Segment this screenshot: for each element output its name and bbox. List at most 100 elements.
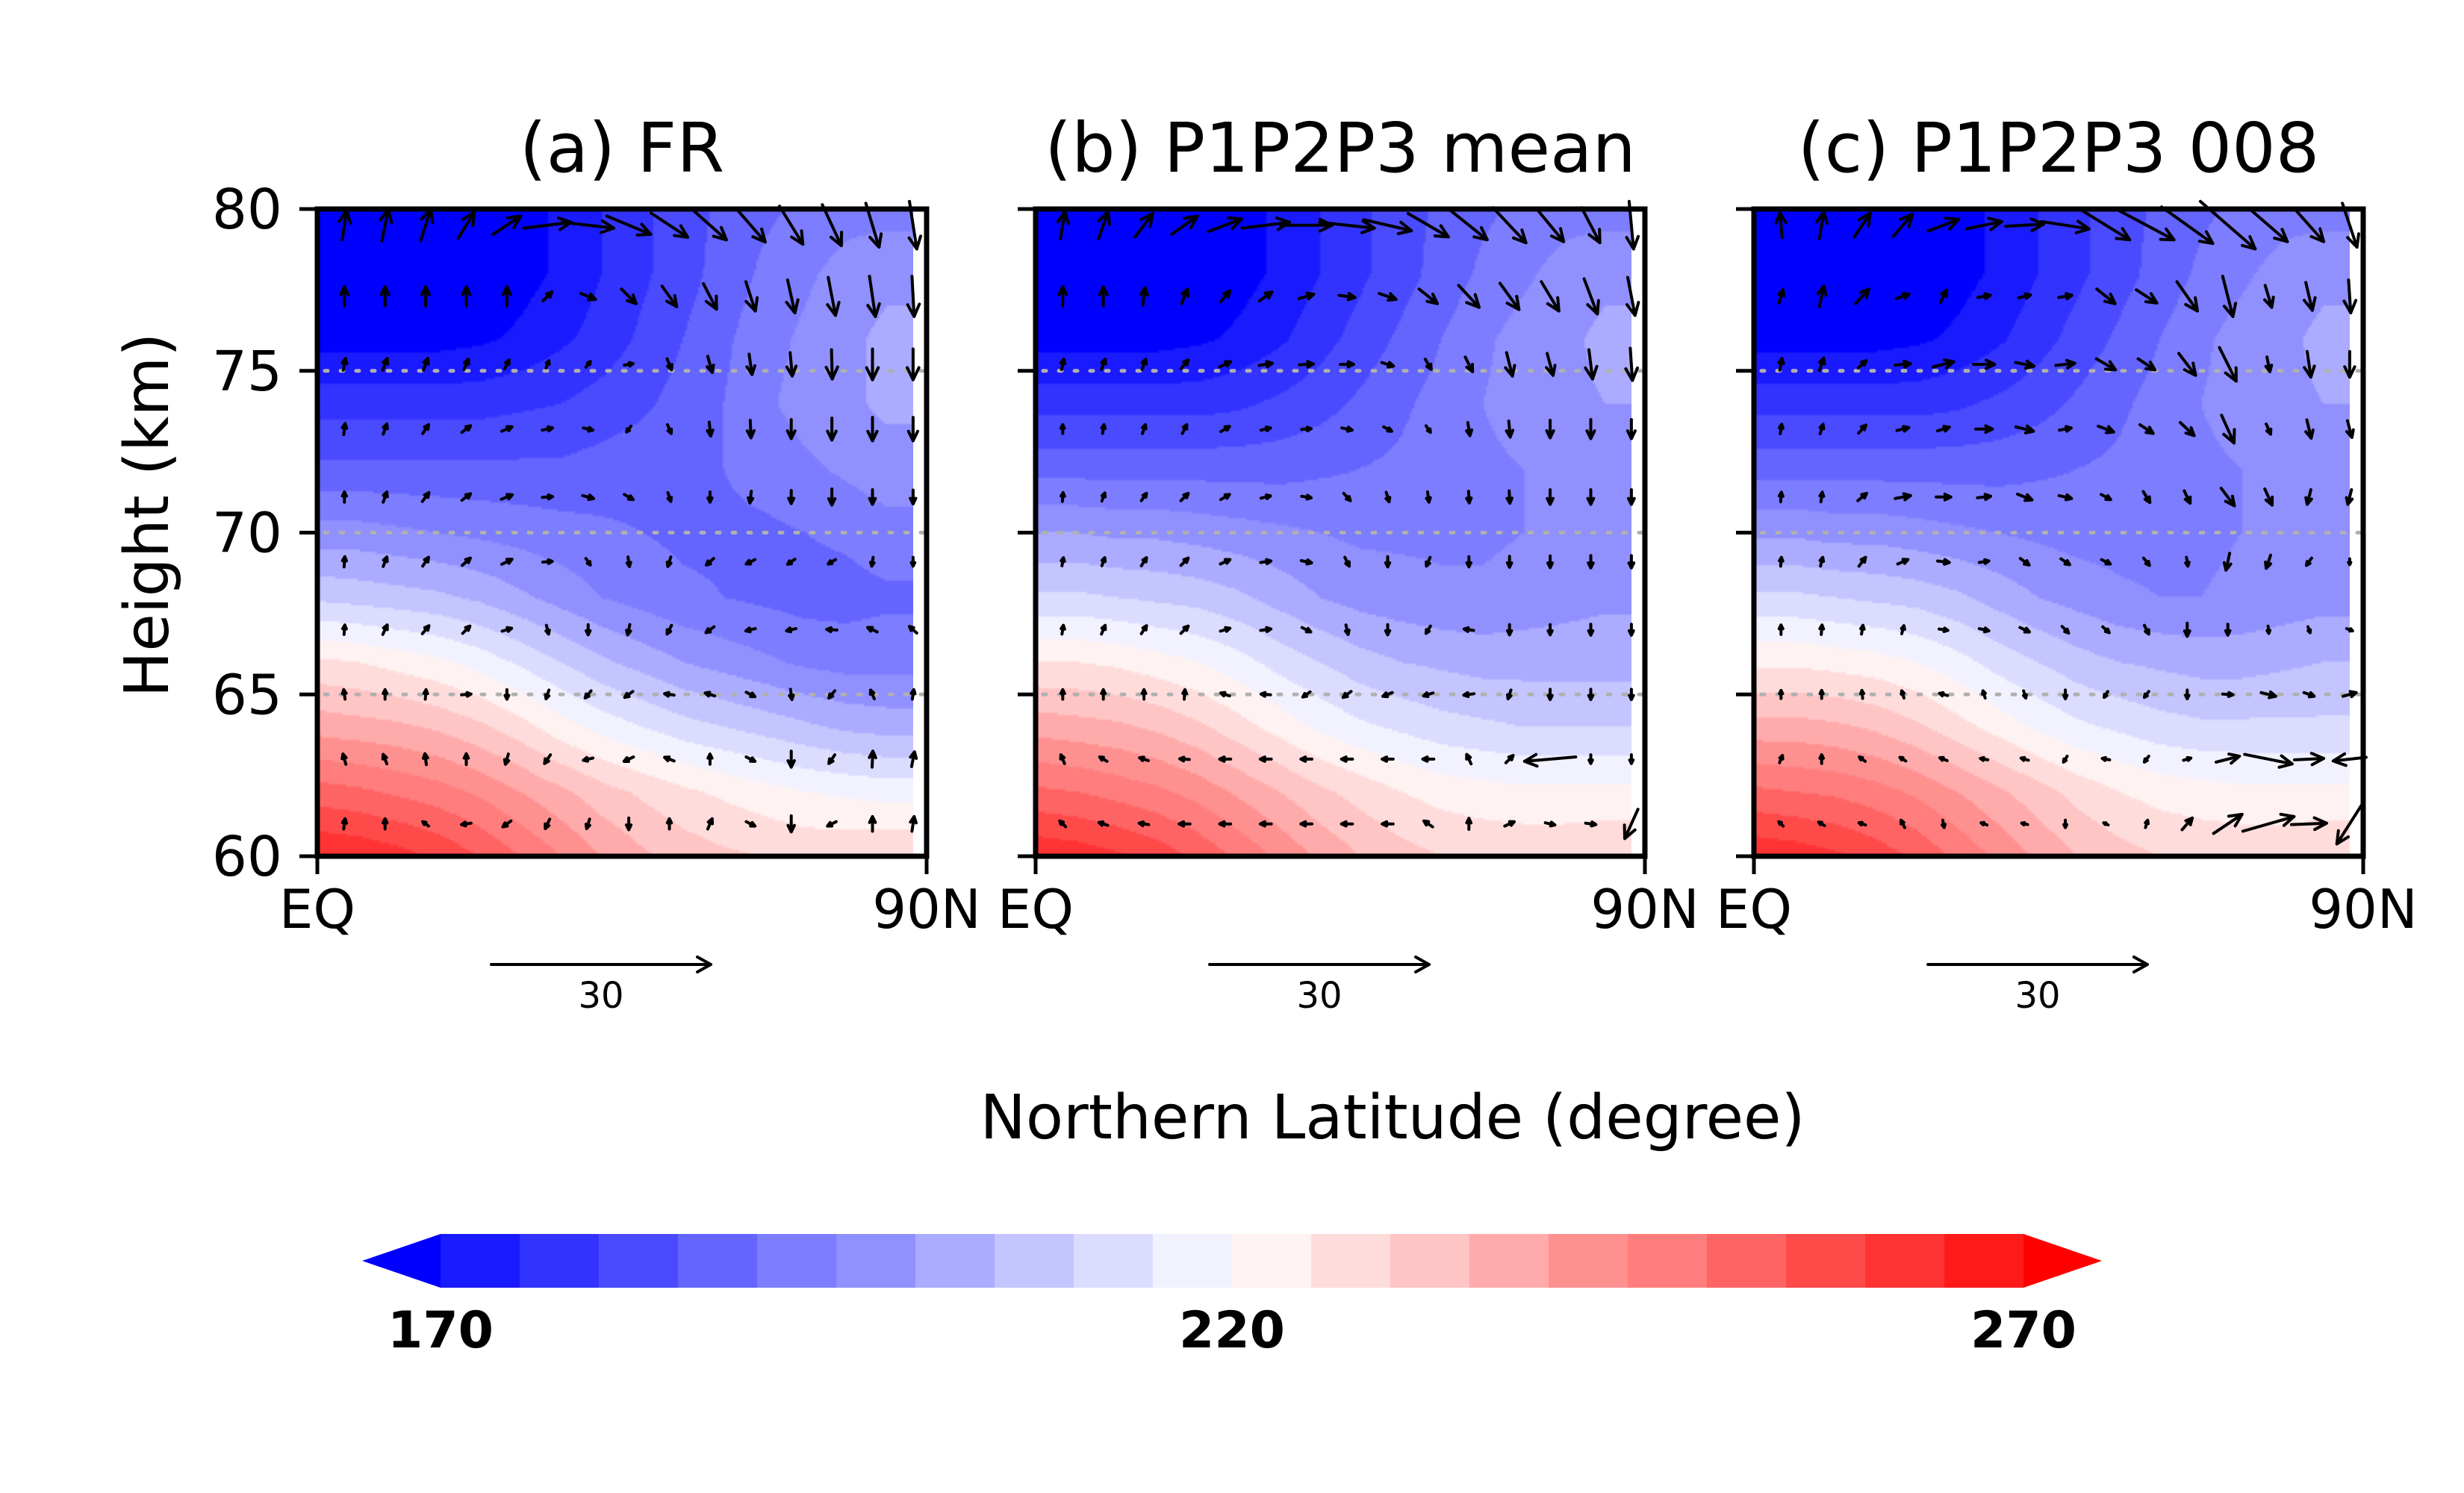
colorbar-bin — [520, 1234, 600, 1288]
wind-vector — [706, 817, 715, 831]
wind-vector — [340, 490, 348, 504]
wind-vector — [501, 285, 512, 308]
wind-vector — [1628, 688, 1635, 702]
wind-vector — [1857, 423, 1867, 435]
wind-vector — [2221, 691, 2235, 698]
wind-vector — [1979, 755, 1990, 762]
colorbar-tick-label: 270 — [1970, 1301, 2076, 1360]
wind-vector — [1584, 348, 1599, 381]
wind-vector — [1139, 491, 1148, 502]
wind-vector — [1941, 818, 1947, 829]
wind-vector — [1854, 287, 1870, 305]
wind-vector — [1060, 623, 1066, 636]
wind-vector — [420, 285, 432, 308]
wind-vector — [500, 558, 514, 566]
wind-vector — [1406, 212, 1450, 239]
wind-vector — [1859, 623, 1866, 636]
wind-vector — [1059, 358, 1067, 371]
colorbar-bin — [441, 1234, 520, 1288]
wind-vector — [1141, 423, 1148, 435]
y-tick-label: 65 — [212, 663, 282, 727]
wind-vector — [339, 285, 350, 308]
wind-vector — [584, 360, 592, 369]
wind-vector — [1258, 755, 1273, 763]
wind-vector — [462, 358, 470, 371]
wind-vector — [1179, 358, 1190, 370]
y-tick-label: 60 — [212, 825, 282, 889]
wind-vector — [1891, 213, 1914, 238]
wind-vector — [2259, 690, 2277, 699]
wind-vector — [1422, 819, 1434, 829]
wind-vector — [584, 557, 592, 567]
y-axis-label: Height (km) — [112, 333, 183, 697]
wind-vector — [1587, 623, 1595, 637]
x-tick-label: EQ — [1716, 878, 1792, 941]
wind-vector — [340, 752, 348, 766]
wind-vector — [2058, 425, 2073, 433]
wind-vector — [2015, 492, 2034, 502]
wind-vector — [1341, 690, 1353, 699]
wind-vector — [1259, 493, 1272, 500]
wind-vector — [1380, 361, 1396, 369]
wind-vector — [1491, 206, 1528, 245]
wind-vector — [1297, 291, 1316, 301]
wind-vector — [584, 817, 591, 830]
wind-vector — [1777, 820, 1785, 828]
colorbar-under-triangle — [362, 1234, 441, 1288]
wind-vector — [826, 417, 838, 442]
wind-vector — [625, 555, 632, 568]
colorbar-bin — [1074, 1234, 1154, 1288]
wind-vector — [1858, 755, 1867, 763]
wind-vector — [583, 689, 593, 700]
wind-vector — [744, 626, 757, 634]
wind-vector — [1816, 284, 1828, 308]
wind-vector — [2222, 552, 2233, 572]
wind-vector — [747, 490, 755, 505]
wind-vector — [2180, 816, 2194, 832]
wind-vector — [706, 355, 715, 374]
wind-vector — [704, 625, 716, 635]
wind-vector — [1219, 493, 1231, 502]
wind-vector — [827, 753, 836, 765]
colorbar-tick-label: 220 — [1179, 1301, 1285, 1360]
wind-vector — [1506, 688, 1513, 701]
wind-vector — [824, 348, 839, 381]
wind-vector — [2062, 818, 2068, 829]
wind-vector — [1587, 688, 1595, 702]
wind-vector — [2142, 623, 2150, 636]
wind-vector — [1935, 493, 1953, 502]
wind-vector — [1546, 554, 1555, 570]
wind-vector — [2335, 802, 2364, 846]
wind-vector — [1060, 423, 1066, 435]
wind-vector — [1938, 288, 1948, 305]
wind-vector — [2018, 626, 2031, 634]
wind-vector — [1340, 755, 1354, 763]
reference-vector-label: 30 — [2015, 975, 2060, 1017]
wind-vector — [1318, 219, 1376, 234]
wind-vector — [1384, 555, 1392, 569]
wind-vector — [2182, 755, 2193, 762]
wind-vector — [1300, 426, 1313, 433]
wind-vector — [581, 493, 595, 502]
wind-vector — [1465, 555, 1472, 569]
wind-vectors — [337, 199, 922, 834]
wind-vector — [382, 817, 389, 831]
wind-vector — [2343, 349, 2356, 379]
wind-vector — [623, 690, 635, 699]
x-tick-label: 90N — [872, 878, 980, 941]
wind-vector — [1218, 755, 1233, 763]
wind-vector — [1979, 820, 1989, 827]
wind-vector — [381, 752, 389, 766]
wind-vector — [1505, 555, 1513, 569]
reference-vector — [1208, 956, 1431, 973]
wind-vector — [1097, 820, 1110, 827]
colorbar-bin — [1153, 1234, 1233, 1288]
wind-vector — [1421, 755, 1436, 763]
wind-vector — [544, 359, 551, 370]
wind-vector — [1981, 689, 1987, 700]
wind-vector — [2304, 488, 2313, 506]
wind-vector — [827, 487, 837, 507]
wind-vector — [2347, 557, 2353, 567]
wind-vector — [1976, 292, 1992, 300]
